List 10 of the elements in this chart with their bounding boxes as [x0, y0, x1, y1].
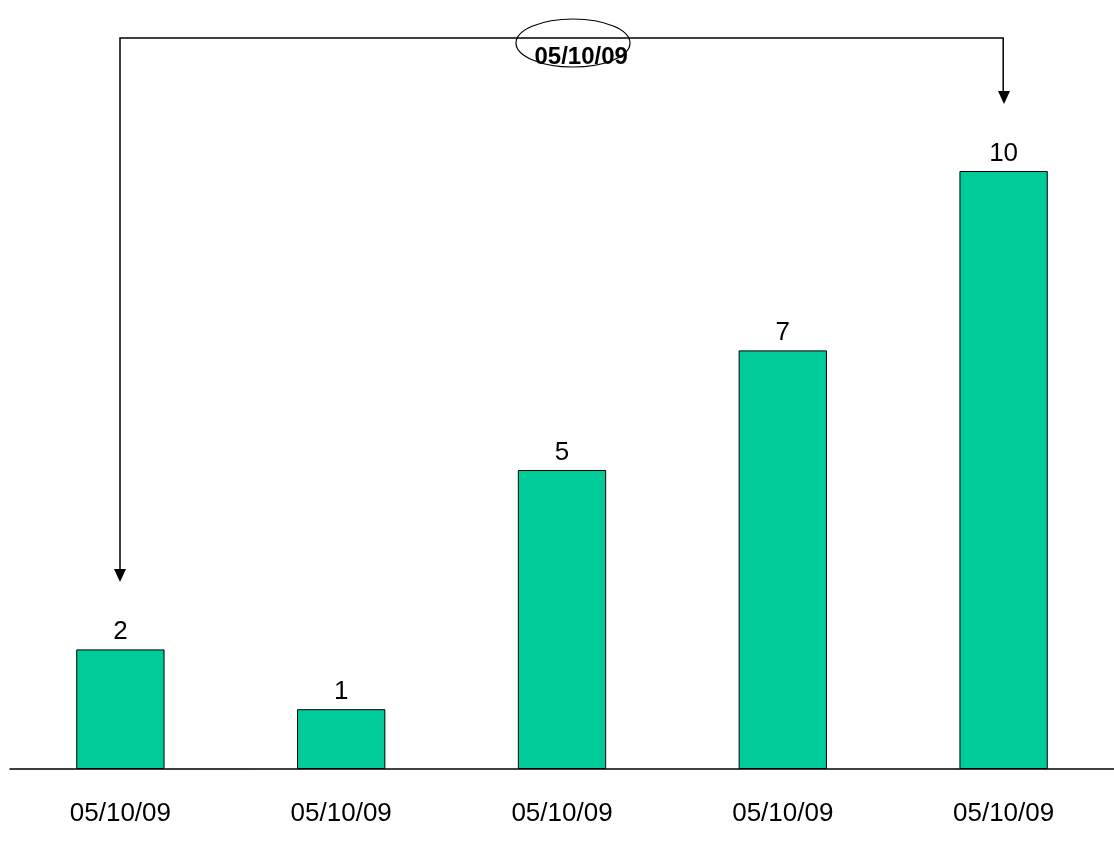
x-tick-label: 05/10/09: [952, 797, 1055, 827]
data-label: 1: [333, 675, 349, 706]
data-label: 2: [113, 615, 128, 646]
x-tick-label: 05/10/09: [511, 797, 613, 827]
data-label: 10: [989, 137, 1019, 167]
x-tick-label: 05/10/09: [732, 797, 834, 827]
data-label: 5: [554, 436, 570, 466]
data-label: 7: [775, 316, 791, 347]
x-tick-label: 05/10/09: [290, 797, 392, 827]
x-tick-label: 05/10/09: [69, 797, 172, 827]
